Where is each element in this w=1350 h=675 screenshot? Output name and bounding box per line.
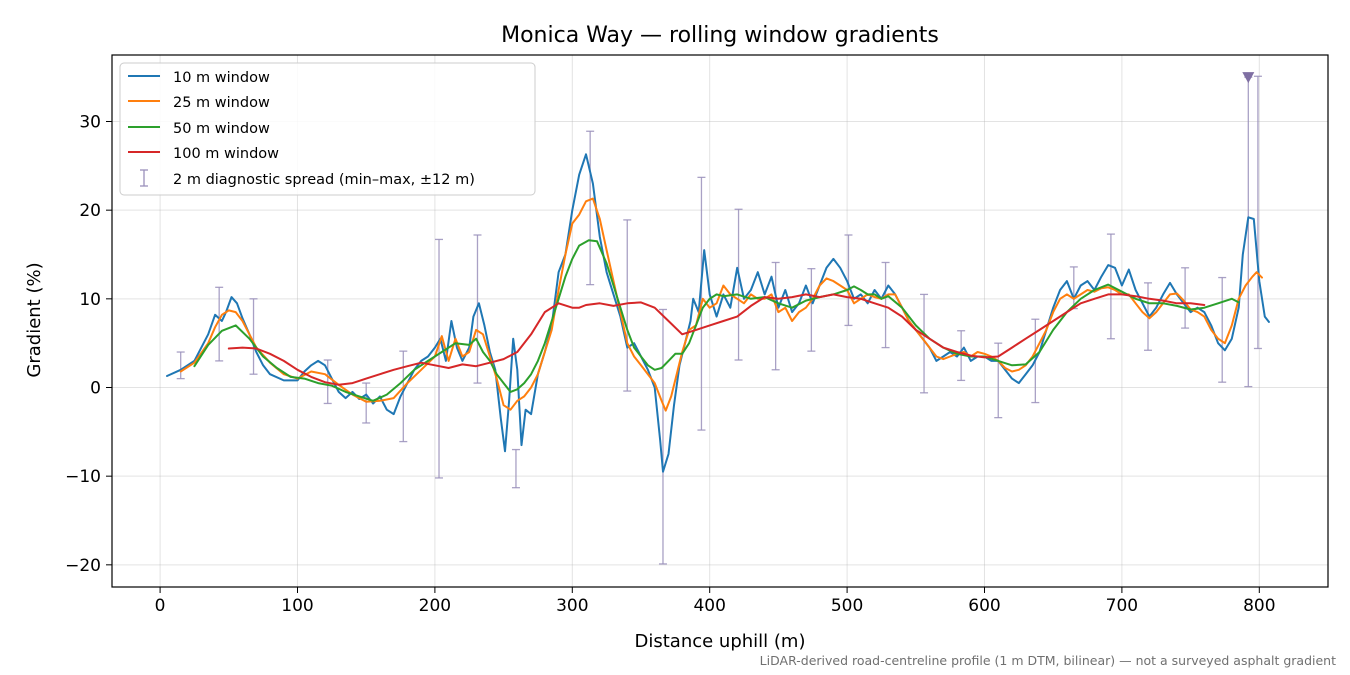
- spread-bar: [435, 238, 444, 479]
- legend-swatch-spread: [140, 169, 148, 187]
- chart-title: Monica Way — rolling window gradients: [501, 23, 939, 48]
- spread-bar: [1181, 267, 1190, 329]
- y-axis-label: Gradient (%): [24, 262, 45, 377]
- legend: 10 m window 25 m window 50 m window 100 …: [119, 62, 536, 196]
- footnote: LiDAR-derived road-centreline profile (1…: [760, 653, 1336, 668]
- spread-bar: [399, 350, 408, 443]
- spread-bar: [734, 208, 743, 361]
- spread-bar: [623, 219, 632, 392]
- clipped-marker: [1242, 72, 1255, 84]
- x-tick-label: 800: [1243, 596, 1275, 616]
- axis-ticks: 0 100 200 300 400 500 600 700 800 −20 −10 0 10 20 30: [65, 113, 1275, 617]
- x-tick-label: 200: [419, 596, 451, 616]
- y-tick-label: 20: [79, 201, 101, 221]
- legend-label-100m: 100 m window: [173, 146, 279, 162]
- plot-frame: [111, 54, 1329, 588]
- legend-label-50m: 50 m window: [173, 121, 270, 137]
- x-tick-label: 500: [831, 596, 863, 616]
- spread-bar: [215, 286, 224, 362]
- x-tick-label: 400: [693, 596, 725, 616]
- series-10m-line: [166, 153, 1270, 473]
- x-tick-label: 0: [155, 596, 166, 616]
- y-tick-label: 30: [79, 113, 101, 133]
- spread-bar: [176, 351, 185, 380]
- series-100m-line: [227, 293, 1206, 386]
- spread-bar: [362, 382, 371, 424]
- x-tick-label: 100: [281, 596, 313, 616]
- spread-bar: [920, 293, 929, 394]
- spread-bar: [511, 448, 520, 489]
- spread-bar: [844, 234, 853, 327]
- y-tick-label: −10: [65, 467, 101, 487]
- line-series: [166, 153, 1270, 473]
- x-tick-label: 700: [1106, 596, 1138, 616]
- y-tick-label: 0: [90, 379, 101, 399]
- series-50m-line: [193, 239, 1240, 402]
- legend-label-spread: 2 m diagnostic spread (min–max, ±12 m): [173, 172, 475, 188]
- spread-bar: [1253, 75, 1262, 350]
- spread-bar: [771, 261, 780, 371]
- legend-label-10m: 10 m window: [173, 70, 270, 86]
- x-axis-label: Distance uphill (m): [635, 631, 806, 652]
- spread-bar: [881, 261, 890, 349]
- y-tick-label: 10: [79, 290, 101, 310]
- y-tick-label: −20: [65, 556, 101, 576]
- spread-bar: [658, 308, 667, 565]
- spread-bar: [249, 298, 258, 375]
- legend-label-25m: 25 m window: [173, 95, 270, 111]
- x-tick-label: 300: [556, 596, 588, 616]
- spread-bar: [1218, 276, 1227, 383]
- x-tick-label: 600: [968, 596, 1000, 616]
- legend-box: [119, 62, 536, 196]
- spread-bar: [586, 130, 595, 286]
- spread-bar: [807, 268, 816, 352]
